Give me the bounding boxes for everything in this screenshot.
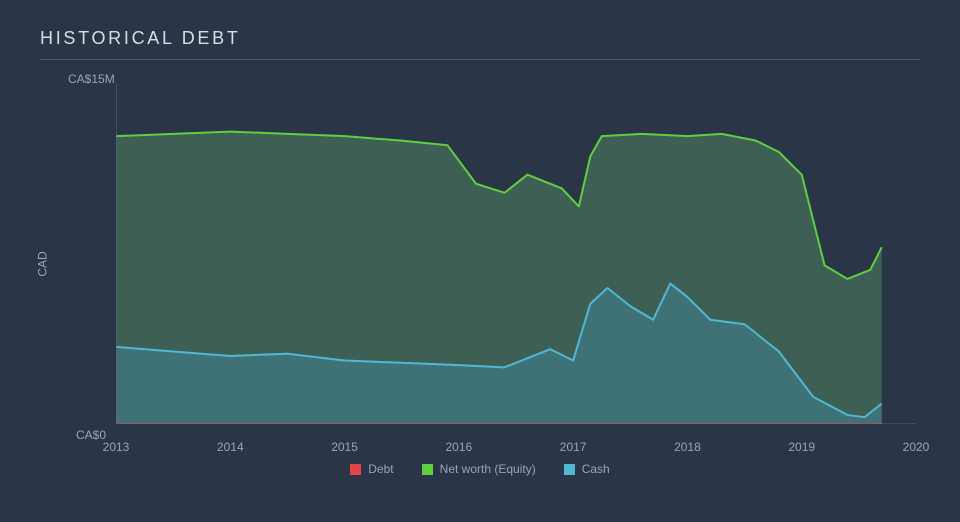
x-tick-labels: 20132014201520162017201820192020 bbox=[116, 440, 916, 456]
chart-title: HISTORICAL DEBT bbox=[40, 28, 920, 60]
x-tick-label: 2013 bbox=[103, 440, 130, 454]
legend-label: Debt bbox=[368, 462, 393, 476]
x-tick-label: 2016 bbox=[445, 440, 472, 454]
chart-svg bbox=[116, 84, 916, 424]
legend-item-cash: Cash bbox=[564, 462, 610, 476]
legend-swatch bbox=[422, 464, 433, 475]
x-tick-label: 2015 bbox=[331, 440, 358, 454]
legend-swatch bbox=[564, 464, 575, 475]
legend-item-net-worth-equity-: Net worth (Equity) bbox=[422, 462, 536, 476]
legend-swatch bbox=[350, 464, 361, 475]
x-tick-label: 2020 bbox=[903, 440, 930, 454]
legend-label: Net worth (Equity) bbox=[440, 462, 536, 476]
legend-label: Cash bbox=[582, 462, 610, 476]
x-tick-label: 2017 bbox=[560, 440, 587, 454]
y-bottom-tick-label: CA$0 bbox=[76, 428, 106, 442]
legend-item-debt: Debt bbox=[350, 462, 393, 476]
x-tick-label: 2019 bbox=[788, 440, 815, 454]
historical-debt-chart: HISTORICAL DEBT CA$15M CAD CA$0 2013 2014… bbox=[0, 0, 960, 522]
x-tick-label: 2018 bbox=[674, 440, 701, 454]
legend: Debt Net worth (Equity) Cash bbox=[40, 462, 920, 476]
x-tick-label: 2014 bbox=[217, 440, 244, 454]
y-axis-label: CAD bbox=[36, 251, 50, 276]
y-top-tick-label: CA$15M bbox=[68, 72, 115, 86]
plot-area: CA$15M CAD CA$0 201320142015201620172018… bbox=[40, 74, 920, 454]
